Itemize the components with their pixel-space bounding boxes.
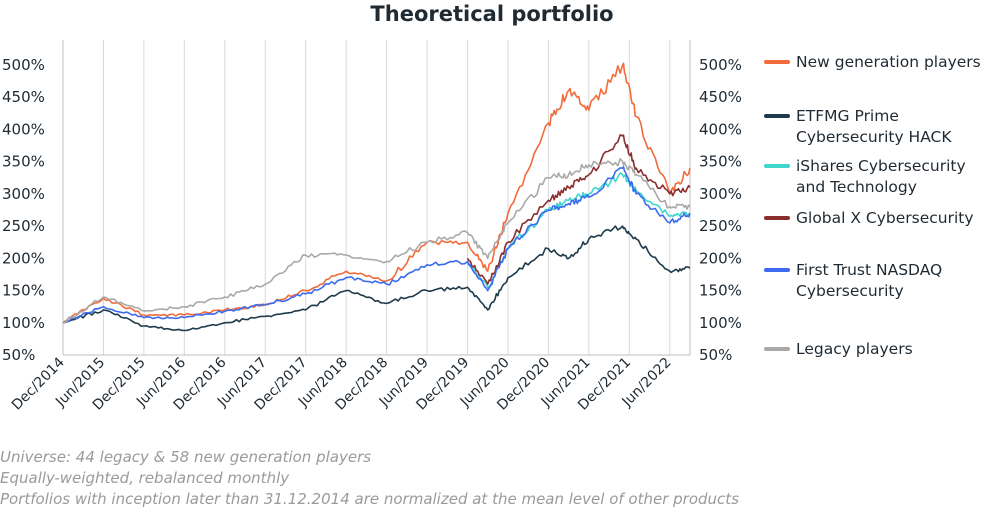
footnotes: Universe: 44 legacy & 58 new generation … [0, 447, 984, 510]
legend-swatch [764, 347, 790, 351]
legend-swatch [764, 114, 790, 118]
chart-title: Theoretical portfolio [370, 2, 614, 26]
footnote-universe: Universe: 44 legacy & 58 new generation … [0, 448, 372, 466]
y-tick-label-right: 300% [699, 185, 742, 203]
line-chart: Dec/2014Jun/2015Dec/2015Jun/2016Dec/2016… [2, 40, 742, 414]
y-tick-label-left: 200% [2, 249, 45, 267]
y-tick-label-right: 150% [699, 282, 742, 300]
series-line-global-x-cybersecurity [466, 134, 691, 285]
legend-label: Global X Cybersecurity [796, 209, 974, 227]
series-line-etfmg-prime-cybersecurity-hack [62, 225, 691, 332]
y-tick-label-right: 400% [699, 120, 742, 138]
legend-label: Legacy players [796, 340, 913, 358]
y-tick-label-left: 400% [2, 120, 45, 138]
y-tick-label-right: 500% [699, 56, 742, 74]
y-tick-label-right: 450% [699, 88, 742, 106]
legend-swatch [764, 216, 790, 220]
y-tick-label-right: 200% [699, 249, 742, 267]
y-tick-label-left: 50% [2, 346, 35, 364]
legend-swatch [764, 164, 790, 168]
series-lines [62, 62, 691, 332]
series-line-first-trust-nasdaq-cybersecurity [62, 166, 691, 324]
legend-swatch [764, 268, 790, 272]
series-line-ishares-cybersecurity-and-technology [466, 172, 691, 289]
y-tick-label-left: 250% [2, 217, 45, 235]
legend-label: ETFMG Prime Cybersecurity HACK [796, 107, 952, 146]
series-line-new-generation-players [62, 62, 691, 324]
legend-label: New generation players [796, 53, 981, 71]
y-tick-label-left: 300% [2, 185, 45, 203]
grid-lines [62, 40, 691, 356]
y-tick-label-left: 350% [2, 153, 45, 171]
series-line-legacy-players [62, 157, 691, 324]
y-tick-label-left: 100% [2, 314, 45, 332]
y-tick-label-left: 150% [2, 282, 45, 300]
footnote-normalization: Portfolios with inception later than 31.… [0, 490, 739, 508]
y-tick-label-left: 450% [2, 88, 45, 106]
y-tick-label-left: 500% [2, 56, 45, 74]
y-tick-label-right: 250% [699, 217, 742, 235]
footnote-weighting: Equally-weighted, rebalanced monthly [0, 469, 290, 487]
y-tick-label-right: 100% [699, 314, 742, 332]
legend-label: First Trust NASDAQ Cybersecurity [796, 261, 943, 300]
y-tick-label-right: 350% [699, 153, 742, 171]
y-tick-label-right: 50% [699, 346, 732, 364]
legend-swatch [764, 60, 790, 64]
legend-label: iShares Cybersecurity and Technology [796, 157, 966, 196]
